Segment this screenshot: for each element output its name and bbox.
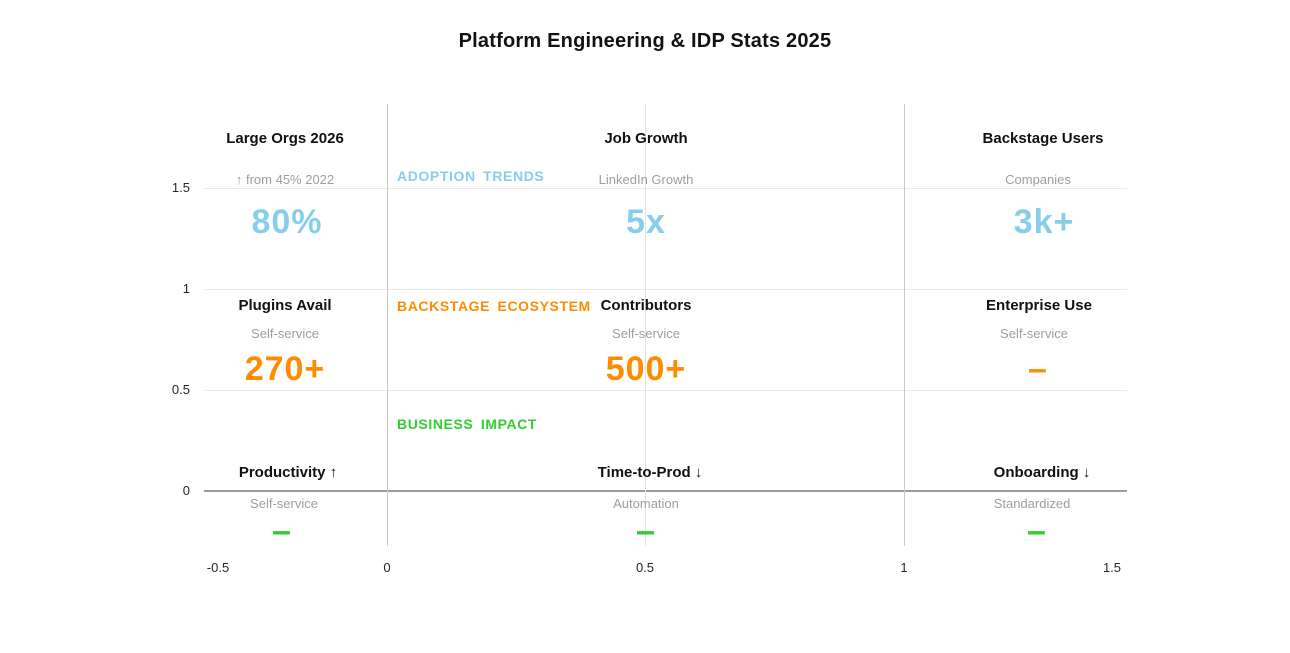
stat-subtitle-large-orgs: ↑ from 45% 2022 <box>235 172 335 187</box>
stat-title-backstage-users: Backstage Users <box>982 130 1104 147</box>
stat-subtitle-job-growth: LinkedIn Growth <box>598 172 694 187</box>
stat-title-plugins-avail: Plugins Avail <box>238 297 332 314</box>
stat-value-time-to-prod-dash: – <box>636 512 656 550</box>
section-label-business-impact: BUSINESS IMPACT <box>397 416 538 432</box>
stat-title-time-to-prod: Time-to-Prod ↓ <box>597 464 703 481</box>
section-label-backstage-ecosystem: BACKSTAGE ECOSYSTEM <box>397 298 591 314</box>
stat-title-job-growth: Job Growth <box>604 130 688 147</box>
y-tick-label: 0.5 <box>171 382 190 397</box>
y-tick-label: 1.5 <box>171 180 190 195</box>
stat-value-plugins-avail: 270+ <box>244 350 326 388</box>
section-label-adoption-trends: ADOPTION TRENDS <box>397 168 545 184</box>
h-gridline-zero-axis <box>204 490 1127 492</box>
y-tick-label: 0 <box>182 483 190 498</box>
x-tick-label: -0.5 <box>206 560 230 575</box>
h-gridline-0p5 <box>204 390 1127 391</box>
stat-subtitle-onboarding: Standardized <box>993 496 1071 511</box>
stat-value-enterprise-use-dash: – <box>1028 350 1048 388</box>
stat-title-productivity: Productivity ↑ <box>238 464 338 481</box>
stat-value-productivity-dash: – <box>272 512 292 550</box>
stat-subtitle-time-to-prod: Automation <box>613 496 679 511</box>
x-tick-label: 0 <box>383 560 391 575</box>
stat-value-onboarding-dash: – <box>1027 512 1047 550</box>
stat-value-job-growth: 5x <box>626 203 666 241</box>
stat-title-onboarding: Onboarding ↓ <box>993 464 1091 481</box>
stat-value-large-orgs: 80% <box>251 203 323 241</box>
x-tick-label: 0.5 <box>635 560 655 575</box>
stat-value-contributors: 500+ <box>605 350 687 388</box>
stat-subtitle-productivity: Self-service <box>250 496 318 511</box>
h-gridline-1p5 <box>204 188 1127 189</box>
stat-subtitle-contributors: Self-service <box>612 326 680 341</box>
y-tick-label: 1 <box>182 281 190 296</box>
v-gridline-0 <box>387 104 388 546</box>
stat-subtitle-plugins-avail: Self-service <box>251 326 319 341</box>
stat-title-contributors: Contributors <box>600 297 692 314</box>
chart-title: Platform Engineering & IDP Stats 2025 <box>458 30 832 52</box>
v-gridline-0p5 <box>645 104 646 546</box>
v-gridline-1 <box>904 104 905 546</box>
stat-title-enterprise-use: Enterprise Use <box>986 297 1092 314</box>
stat-subtitle-backstage-users: Companies <box>1005 172 1071 187</box>
stat-title-large-orgs: Large Orgs 2026 <box>226 130 344 147</box>
h-gridline-1 <box>204 289 1127 290</box>
x-tick-label: 1 <box>900 560 908 575</box>
stat-value-backstage-users: 3k+ <box>1013 203 1075 241</box>
x-tick-label: 1.5 <box>1102 560 1122 575</box>
stat-subtitle-enterprise-use: Self-service <box>1000 326 1068 341</box>
